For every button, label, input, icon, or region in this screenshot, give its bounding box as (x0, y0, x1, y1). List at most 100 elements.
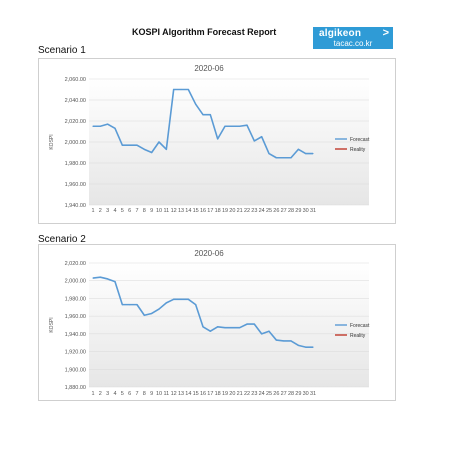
brand-name: algikeon (319, 28, 362, 39)
data-point (217, 138, 219, 140)
x-tick-label: 19 (222, 391, 228, 397)
data-point (99, 125, 101, 127)
data-point (92, 125, 94, 127)
y-axis-label: KOSPI (49, 317, 55, 332)
chart-title: 2020-06 (194, 64, 224, 73)
x-tick-label: 27 (281, 391, 287, 397)
y-tick-label: 2,020.00 (65, 261, 86, 267)
data-point (114, 127, 116, 129)
x-tick-label: 19 (222, 208, 228, 214)
data-point (283, 340, 285, 342)
data-point (107, 123, 109, 125)
data-point (107, 278, 109, 280)
chart-title: 2020-06 (194, 249, 224, 258)
data-point (114, 281, 116, 283)
x-tick-label: 22 (244, 208, 250, 214)
data-point (261, 333, 263, 335)
data-point (129, 304, 131, 306)
x-tick-label: 4 (113, 391, 116, 397)
x-tick-label: 11 (163, 208, 169, 214)
data-point (158, 308, 160, 310)
data-point (195, 103, 197, 105)
x-tick-label: 9 (150, 391, 153, 397)
x-tick-label: 20 (229, 391, 235, 397)
x-tick-label: 5 (121, 391, 124, 397)
data-point (312, 346, 314, 348)
data-point (283, 157, 285, 159)
y-tick-label: 2,040.00 (65, 98, 86, 104)
x-tick-label: 8 (143, 208, 146, 214)
y-tick-label: 1,880.00 (65, 385, 86, 391)
data-point (158, 141, 160, 143)
x-tick-label: 11 (163, 391, 169, 397)
data-point (121, 304, 123, 306)
data-point (173, 298, 175, 300)
x-tick-label: 4 (113, 208, 116, 214)
x-tick-label: 22 (244, 391, 250, 397)
y-tick-label: 1,900.00 (65, 367, 86, 373)
x-tick-label: 17 (207, 391, 213, 397)
data-point (275, 157, 277, 159)
x-tick-label: 7 (135, 208, 138, 214)
data-point (99, 276, 101, 278)
x-tick-label: 15 (193, 208, 199, 214)
x-tick-label: 3 (106, 391, 109, 397)
data-point (173, 88, 175, 91)
data-point (217, 326, 219, 328)
y-axis-label: KOSPI (49, 134, 55, 149)
x-tick-label: 25 (266, 391, 272, 397)
chart-1-frame: 2020-06 1,940.00 1,960.00 1,980.00 2,000.00 2… (38, 58, 396, 224)
x-tick-label: 10 (156, 208, 162, 214)
data-point (305, 152, 307, 155)
data-point (253, 140, 255, 142)
legend-label-reality: Reality (350, 147, 366, 153)
x-tick-label: 8 (143, 391, 146, 397)
data-point (239, 327, 241, 329)
data-point (209, 330, 211, 332)
x-tick-label: 30 (303, 391, 309, 397)
data-point (290, 340, 292, 342)
chart-2: 2020-06 1,880.00 1,900.00 1,920.00 1,940.00 1… (49, 249, 370, 397)
data-point (246, 323, 248, 325)
data-point (202, 114, 204, 116)
data-point (290, 157, 292, 159)
legend-label-forecast: Forecast (350, 323, 370, 329)
y-tick-label: 2,000.00 (65, 140, 86, 146)
x-tick-label: 27 (281, 208, 287, 214)
x-tick-label: 1 (91, 208, 94, 214)
brand-logo[interactable]: algikeon > tacac.co.kr (313, 27, 393, 49)
data-point (136, 144, 138, 146)
data-point (224, 327, 226, 329)
data-point (151, 151, 153, 154)
report-title: KOSPI Algorithm Forecast Report (132, 27, 277, 37)
chart-1: 2020-06 1,940.00 1,960.00 1,980.00 2,000.00 2… (49, 64, 370, 214)
x-tick-label: 6 (128, 208, 131, 214)
data-point (246, 124, 248, 126)
x-tick-label: 31 (310, 208, 316, 214)
x-tick-label: 23 (251, 208, 257, 214)
x-tick-label: 15 (193, 391, 199, 397)
data-point (202, 326, 204, 328)
x-tick-label: 10 (156, 391, 162, 397)
x-tick-label: 14 (185, 208, 191, 214)
y-tick-label: 1,940.00 (65, 203, 86, 209)
x-tick-label: 31 (310, 391, 316, 397)
legend-label-forecast: Forecast (350, 137, 370, 143)
data-point (143, 148, 145, 150)
data-point (129, 144, 131, 146)
data-point (143, 314, 145, 316)
data-point (165, 302, 167, 304)
data-point (180, 298, 182, 300)
data-point (268, 152, 270, 155)
y-tick-label: 1,920.00 (65, 350, 86, 356)
x-tick-label: 21 (237, 208, 243, 214)
plot-area (89, 263, 369, 387)
x-tick-label: 18 (215, 208, 221, 214)
y-tick-label: 2,060.00 (65, 77, 86, 83)
data-point (180, 88, 182, 91)
data-point (305, 346, 307, 348)
data-point (165, 148, 167, 150)
x-tick-label: 13 (178, 391, 184, 397)
scenario-1-label: Scenario 1 (38, 45, 86, 56)
data-point (187, 298, 189, 300)
